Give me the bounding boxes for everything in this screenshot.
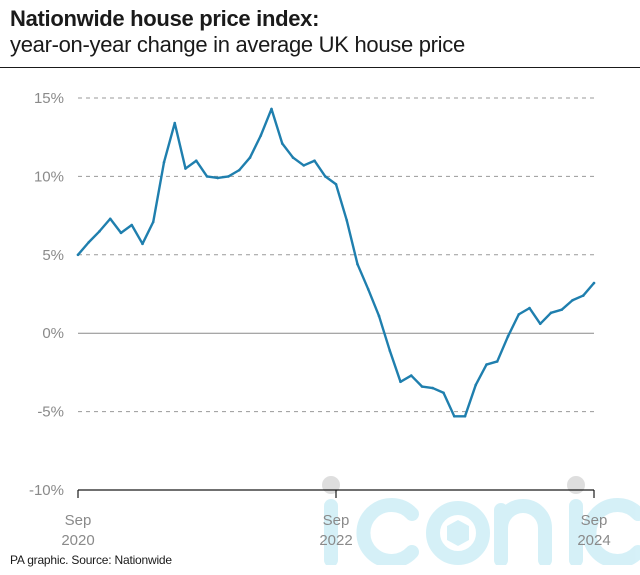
series-layer <box>76 107 596 418</box>
y-tick-label: -5% <box>37 404 64 421</box>
data-point <box>76 253 80 257</box>
data-point <box>173 121 177 125</box>
data-point <box>560 308 564 311</box>
data-point <box>205 175 209 178</box>
data-point <box>270 107 273 111</box>
y-tick-label: 15% <box>34 90 64 107</box>
y-tick-label: -10% <box>29 482 64 499</box>
data-point <box>130 223 134 227</box>
data-point <box>549 311 553 315</box>
x-tick-label: Sep <box>323 512 350 529</box>
header-divider <box>0 67 640 68</box>
y-tick-label: 0% <box>42 325 64 342</box>
data-point <box>463 415 467 418</box>
data-point <box>517 313 521 316</box>
series-line <box>76 107 596 418</box>
data-point <box>237 168 241 172</box>
data-point <box>302 164 306 167</box>
data-point <box>474 383 478 387</box>
x-tick-label: 2024 <box>577 532 610 549</box>
data-point <box>323 175 327 178</box>
data-point <box>216 176 220 180</box>
data-point <box>248 156 252 159</box>
y-tick-label: 5% <box>42 247 64 264</box>
x-tick-label: Sep <box>581 512 608 529</box>
data-point <box>366 288 370 291</box>
data-point <box>399 380 402 384</box>
data-point <box>528 306 531 310</box>
data-point <box>291 156 295 159</box>
data-point <box>280 142 284 145</box>
x-tick-label: Sep <box>65 512 92 529</box>
iconic-watermark <box>322 476 640 565</box>
data-point <box>141 242 144 246</box>
chart-subtitle: year-on-year change in average UK house … <box>10 32 465 57</box>
x-axis-ticks: Sep 2020 Sep 2022 Sep 2024 <box>61 490 611 549</box>
data-point <box>452 415 456 418</box>
data-point <box>162 160 166 164</box>
y-axis-tick-labels: 15% 10% 5% 0% -5% -10% <box>29 90 64 499</box>
data-point <box>592 281 596 285</box>
data-point <box>495 360 499 363</box>
data-point <box>194 159 198 163</box>
gridlines <box>78 97 594 491</box>
data-point <box>87 240 91 244</box>
data-point <box>356 262 359 266</box>
line-chart: 15% 10% 5% 0% -5% -10% Sep 2020 Sep 2022 Sep 2024 <box>29 90 611 549</box>
data-point <box>431 386 435 390</box>
data-point <box>119 231 123 235</box>
data-point <box>571 298 574 302</box>
data-point <box>98 229 101 233</box>
source-note: PA graphic. Source: Nationwide <box>10 553 172 567</box>
data-point <box>151 220 155 224</box>
data-point <box>506 335 510 338</box>
data-point <box>420 385 424 388</box>
data-point <box>377 314 381 318</box>
x-tick-label: 2020 <box>61 532 94 549</box>
data-point <box>538 322 542 326</box>
data-point <box>345 219 349 222</box>
data-point <box>388 349 392 352</box>
data-point <box>108 217 112 221</box>
data-point <box>184 167 187 170</box>
chart-title: Nationwide house price index: <box>10 6 320 31</box>
data-point <box>313 159 316 163</box>
data-point <box>485 363 488 366</box>
data-point <box>409 374 413 377</box>
data-point <box>581 294 585 297</box>
y-tick-label: 10% <box>34 168 64 185</box>
data-point <box>259 134 263 137</box>
x-tick-label: 2022 <box>319 532 352 549</box>
data-point <box>442 391 445 395</box>
data-point <box>334 182 338 186</box>
data-point <box>227 175 230 178</box>
